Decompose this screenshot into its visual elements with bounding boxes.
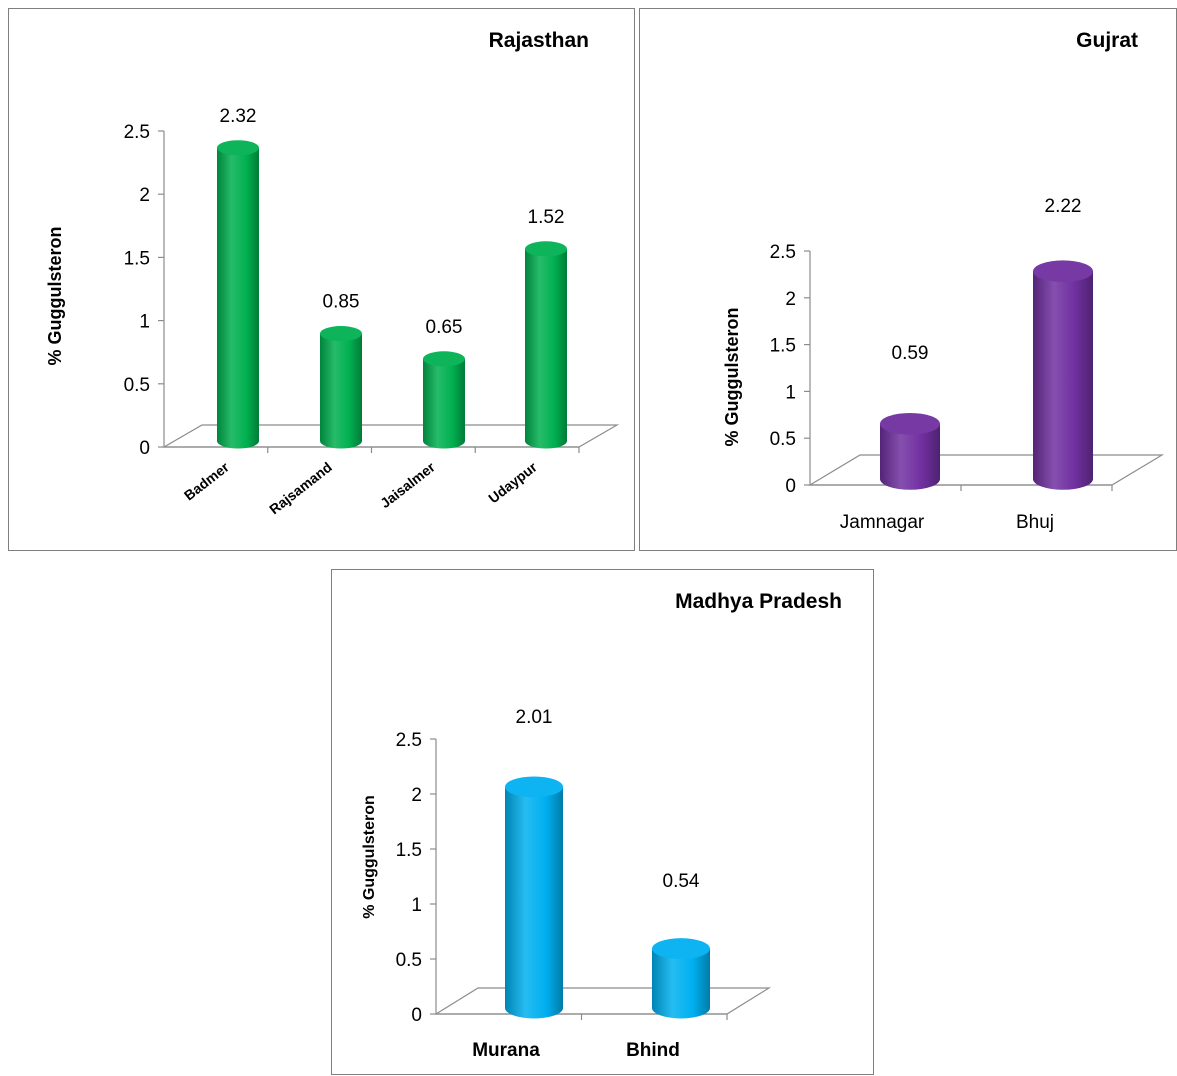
bar-top [525,241,567,257]
y-tick-label: 2.5 [770,242,796,263]
rajasthan-chart: Rajasthan% Guggulsteron00.511.522.52.320… [45,29,620,518]
y-tick-label: 1.5 [770,336,796,357]
bar-bhuj [1033,260,1093,490]
madhya-pradesh-chart: Madhya Pradesh % Guggulsteron 0 0.5 1 1.5 2 2.5… [361,590,842,1061]
x-category-label: Jamnagar [840,512,925,533]
y-tick-label: 0 [785,476,796,497]
y-tick-label: 2 [411,785,422,806]
bar-jaisalmer [423,351,465,449]
y-tick-label: 0.5 [770,429,796,450]
x-category-label: Badmer [181,458,232,503]
bar-top [652,938,710,960]
y-axis-label: % Guggulsteron [722,308,742,447]
y-tick-label: 2 [139,185,150,206]
y-tick-label: 0 [411,1005,422,1026]
bar-body [652,948,710,1019]
data-label: 0.65 [426,317,463,338]
data-label: 0.59 [892,343,929,364]
bar-udaypur [525,241,567,449]
bar-rajsamand [320,326,362,449]
chart-floor [807,454,1165,486]
chart-floor [433,987,772,1015]
y-tick-label: 0.5 [396,950,422,971]
data-label: 2.22 [1045,196,1082,217]
bar-top [423,351,465,367]
bar-body [320,333,362,449]
y-tick-label: 1 [139,312,150,333]
chart-title: Gujrat [1076,29,1138,52]
y-axis-label: % Guggulsteron [45,227,65,366]
y-axis-label: % Guggulsteron [361,795,378,919]
chart-title: Madhya Pradesh [675,590,842,613]
y-tick-label: 1.5 [396,840,422,861]
chart-title: Rajasthan [489,29,589,52]
bar-body [423,358,465,449]
data-label: 0.85 [323,292,360,313]
gujrat-chart-panel: Gujrat % Guggulsteron 0 0.5 1 1.5 2 2.5 0.59 2.22… [639,8,1177,551]
data-label: 1.52 [528,207,565,228]
y-tick-label: 1 [411,895,422,916]
bar-body [217,147,259,449]
y-tick-label: 0.5 [124,375,150,396]
bar-badmer [217,140,259,449]
bar-bhind [652,938,710,1019]
data-label: 0.54 [663,871,700,892]
gujrat-chart: Gujrat % Guggulsteron 0 0.5 1 1.5 2 2.5 0.59 2.22… [722,29,1165,533]
bar-body [880,423,940,490]
data-label: 2.01 [516,707,553,728]
x-category-label: Bhuj [1016,512,1054,533]
x-category-label: Bhind [626,1040,680,1061]
x-category-label: Rajsamand [266,459,335,518]
bar-top [320,326,362,342]
y-tick-label: 0 [139,438,150,459]
x-category-label: Murana [472,1040,540,1061]
bar-top [1033,260,1093,283]
bar-murana [505,776,563,1019]
rajasthan-chart-panel: Rajasthan% Guggulsteron 0 0.5 1 1.5 2 2.5 2.32 0… [8,8,635,551]
x-category-label: Jaisalmer [377,458,438,511]
y-tick-label: 1.5 [124,248,150,269]
y-tick-label: 2.5 [396,730,422,751]
bar-body [1033,271,1093,490]
madhya-pradesh-chart-panel: Madhya Pradesh % Guggulsteron 0 0.5 1 1.5 2 2.5… [331,569,874,1075]
data-label: 2.32 [220,106,257,127]
bar-body [505,786,563,1019]
y-tick-label: 2.5 [124,122,150,143]
bar-top [880,412,940,435]
bar-top [505,776,563,798]
y-tick-label: 2 [785,289,796,310]
x-category-label: Udaypur [485,458,540,506]
bar-body [525,248,567,449]
y-tick-label: 1 [785,382,796,403]
bar-jamnagar [880,412,940,490]
bar-top [217,140,259,156]
